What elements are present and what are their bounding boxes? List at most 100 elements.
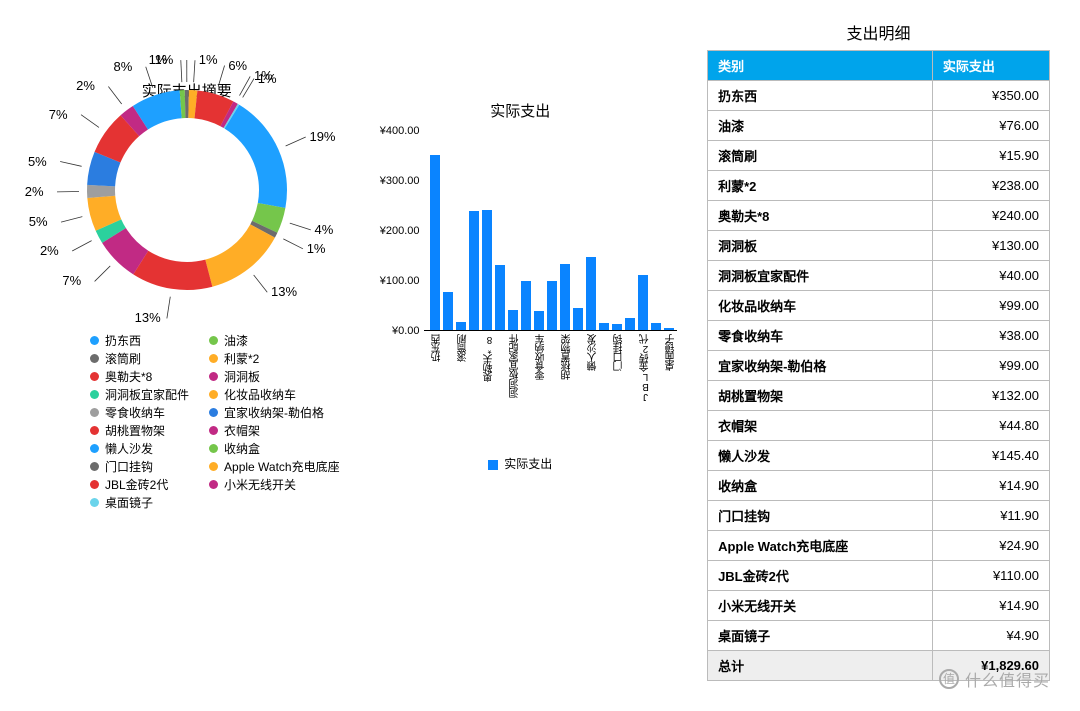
bar [664,328,674,330]
cell-category: 收纳盒 [708,471,933,501]
legend-item: 洞洞板宜家配件 [90,386,189,402]
cell-category: 懒人沙发 [708,441,933,471]
cell-value: ¥24.90 [932,531,1049,561]
table-row: 洞洞板¥130.00 [708,231,1050,261]
cell-category: 零食收纳车 [708,321,933,351]
bar [612,324,622,330]
donut-pct-label: 13% [135,310,161,325]
bar [599,323,609,330]
cell-value: ¥130.00 [932,231,1049,261]
expense-table: 类别实际支出 扔东西¥350.00油漆¥76.00滚筒刷¥15.90利蒙*2¥2… [707,50,1050,681]
x-label [469,335,479,445]
donut-legend: 扔东西滚筒刷奥勒夫*8 洞洞板宜家配件零食收纳车胡桃置物架懒人沙发门口挂钩 JBL金… [90,330,344,512]
donut-pct-label: 19% [309,129,335,144]
table-row: 滚筒刷¥15.90 [708,141,1050,171]
legend-item: JBL金砖2代 [90,476,189,492]
legend-item: Apple Watch充电底座 [209,458,340,474]
table-row: 油漆¥76.00 [708,111,1050,141]
cell-category: 化妆品收纳车 [708,291,933,321]
legend-item: 收纳盒 [209,440,340,456]
cell-category: 洞洞板 [708,231,933,261]
donut-pct-label: 2% [76,78,95,93]
x-label: 桌面镜子 [664,335,674,445]
cell-value: ¥99.00 [932,291,1049,321]
legend-item: 零食收纳车 [90,404,189,420]
cell-category: JBL金砖2代 [708,561,933,591]
x-label: 奥勒夫*8 [482,335,492,445]
cell-value: ¥132.00 [932,381,1049,411]
x-label: 洞洞板宜家配件 [508,335,518,445]
donut-pct-label: 7% [62,273,81,288]
table-row: 衣帽架¥44.80 [708,411,1050,441]
x-label: 滚筒刷 [456,335,466,445]
x-label [547,335,557,445]
donut-slice [87,185,115,198]
cell-value: ¥110.00 [932,561,1049,591]
x-label: 门口挂钩 [612,335,622,445]
cell-value: ¥44.80 [932,411,1049,441]
cell-category: 门口挂钩 [708,501,933,531]
bar [482,210,492,330]
bar [508,310,518,330]
cell-category: 小米无线开关 [708,591,933,621]
legend-item: 胡桃置物架 [90,422,189,438]
legend-item: 门口挂钩 [90,458,189,474]
donut-pct-label: 5% [28,154,47,169]
table-row: 零食收纳车¥38.00 [708,321,1050,351]
bar [443,292,453,330]
legend-item: 宜家收纳架-勒伯格 [209,404,340,420]
legend-item: 扔东西 [90,332,189,348]
table-row: 利蒙*2¥238.00 [708,171,1050,201]
bar [638,275,648,330]
cell-value: ¥14.90 [932,591,1049,621]
table-row: 门口挂钩¥11.90 [708,501,1050,531]
cell-value: ¥4.90 [932,621,1049,651]
cell-category: 衣帽架 [708,411,933,441]
cell-category: 桌面镜子 [708,621,933,651]
table-header: 实际支出 [932,51,1049,81]
bar-chart: ¥0.00¥100.00¥200.00¥300.00¥400.00 [424,131,678,331]
table-row: 扔东西¥350.00 [708,81,1050,111]
bar-legend: 实际支出 [364,455,678,472]
legend-item: 利蒙*2 [209,350,340,366]
bar [547,281,557,331]
table-row: 化妆品收纳车¥99.00 [708,291,1050,321]
x-label [651,335,661,445]
table-row: 奥勒夫*8¥240.00 [708,201,1050,231]
donut-pct-label: 2% [25,184,44,199]
cell-value: ¥15.90 [932,141,1049,171]
donut-pct-label: 6% [228,58,247,73]
donut-pct-label: 7% [49,107,68,122]
donut-slice [133,251,212,290]
y-tick: ¥0.00 [392,325,420,337]
bar [586,257,596,330]
x-label [521,335,531,445]
cell-category: 洞洞板宜家配件 [708,261,933,291]
legend-item: 滚筒刷 [90,350,189,366]
table-row: 胡桃置物架¥132.00 [708,381,1050,411]
x-label: 扔东西 [430,335,440,445]
table-header: 类别 [708,51,933,81]
donut-pct-label: 5% [29,214,48,229]
bar [430,155,440,330]
table-row: 洞洞板宜家配件¥40.00 [708,261,1050,291]
bar-title: 实际支出 [364,100,678,121]
table-row: Apple Watch充电底座¥24.90 [708,531,1050,561]
bar [625,318,635,330]
bar [651,323,661,330]
legend-item: 油漆 [209,332,340,348]
donut-slice [185,90,189,118]
cell-category: 利蒙*2 [708,171,933,201]
table-title: 支出明细 [707,20,1050,44]
x-label [495,335,505,445]
cell-value: ¥40.00 [932,261,1049,291]
donut-chart: 19%4%1%13%13%7%2%5%2%5%7%2%8%1%1%1%6%1%1… [57,60,317,320]
donut-pct-label: 8% [114,59,133,74]
table-row: 懒人沙发¥145.40 [708,441,1050,471]
legend-item: 小米无线开关 [209,476,340,492]
legend-item: 懒人沙发 [90,440,189,456]
x-label [625,335,635,445]
legend-item: 奥勒夫*8 [90,368,189,384]
donut-pct-label: 1% [258,71,277,86]
cell-value: ¥145.40 [932,441,1049,471]
